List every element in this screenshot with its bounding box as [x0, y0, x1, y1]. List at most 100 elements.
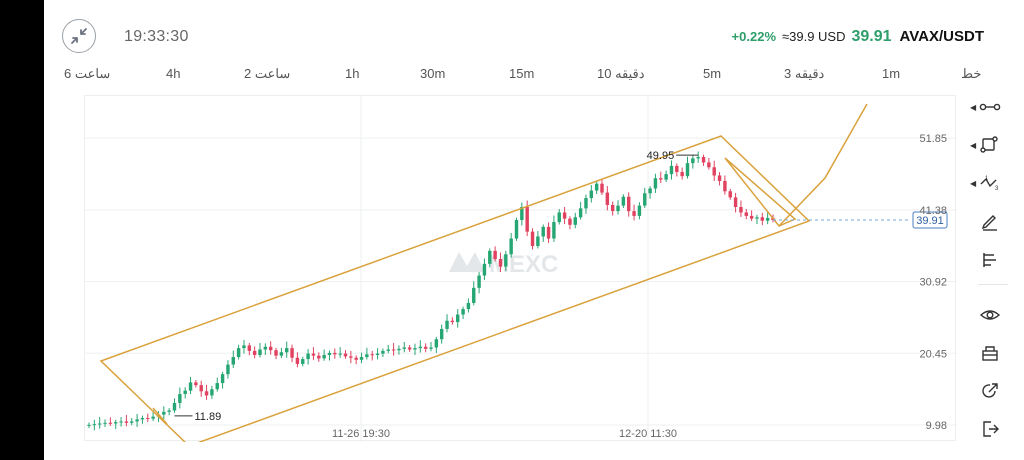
- candle: [204, 384, 209, 400]
- candle: [258, 342, 262, 358]
- candle: [605, 186, 610, 211]
- candle: [140, 415, 145, 424]
- candle: [568, 216, 572, 230]
- candle-body: [450, 320, 455, 323]
- candle-body: [546, 226, 551, 239]
- candle: [445, 314, 449, 333]
- candle-body: [653, 178, 658, 189]
- candle: [749, 210, 754, 222]
- candle-body: [557, 212, 561, 223]
- candle-body: [114, 422, 118, 424]
- candle-body: [664, 174, 668, 180]
- candle-body: [285, 348, 289, 353]
- timeframe-6h[interactable]: 6 ساعت: [64, 66, 111, 81]
- candle-body: [402, 347, 406, 349]
- tool-indicators[interactable]: [968, 245, 1012, 275]
- candle: [472, 281, 476, 306]
- svg-text:1: 1: [985, 176, 989, 182]
- timeframe-1m[interactable]: 1m: [882, 66, 901, 81]
- channel-tail: [152, 407, 168, 425]
- timeframe-10min[interactable]: 10 دقيقه: [597, 66, 645, 81]
- tool-pen[interactable]: [968, 206, 1012, 236]
- candle-body: [215, 383, 219, 390]
- timeframe-1h[interactable]: 1h: [345, 66, 360, 81]
- candle: [172, 398, 177, 413]
- candle: [290, 344, 294, 363]
- tool-share[interactable]: [968, 376, 1012, 406]
- candle-body: [194, 382, 198, 386]
- tool-path[interactable]: ◀: [968, 92, 1012, 122]
- candle-body: [589, 190, 594, 199]
- candle-body: [648, 188, 652, 194]
- candle-body: [359, 357, 364, 360]
- candle: [498, 252, 503, 273]
- falling-wedge: [724, 157, 797, 227]
- wave-tool-icon: 13: [980, 176, 999, 192]
- candle-body: [290, 348, 294, 358]
- candle-body: [530, 231, 535, 247]
- candle: [130, 418, 134, 426]
- candle: [616, 200, 620, 215]
- candle-body: [600, 183, 604, 193]
- candle: [252, 346, 257, 359]
- timeframe-3min[interactable]: 3 دقيقه: [784, 66, 825, 81]
- candle-body: [573, 217, 577, 225]
- timeframe-2h[interactable]: 2 ساعت: [244, 66, 291, 81]
- candle: [92, 419, 97, 431]
- candle: [696, 151, 700, 163]
- low-marker-label: 11.89: [195, 411, 222, 423]
- trading-pair[interactable]: AVAX/USDT: [899, 28, 984, 45]
- timeframe-15m[interactable]: 15m: [509, 66, 535, 81]
- candle: [573, 212, 577, 229]
- candle-body: [226, 364, 230, 375]
- candle-body: [584, 198, 588, 209]
- candle-body: [167, 410, 171, 412]
- candle-body: [162, 411, 166, 415]
- tool-visibility[interactable]: [968, 300, 1012, 330]
- candle-body: [552, 222, 556, 239]
- candle: [322, 349, 326, 361]
- candle-body: [322, 354, 326, 359]
- candle: [135, 413, 139, 427]
- price-chart[interactable]: MEXC 39.91 51.85 41.38 30.92 20.45 9.98 11-2…: [84, 95, 957, 447]
- exit-icon: [983, 421, 999, 437]
- candle: [434, 336, 439, 353]
- expand-caret-icon[interactable]: ◀: [970, 179, 977, 188]
- candle: [701, 154, 706, 166]
- candle-body: [375, 353, 380, 355]
- timeframe-5m[interactable]: 5m: [703, 66, 722, 81]
- expand-caret-icon[interactable]: ◀: [970, 141, 977, 150]
- candle: [124, 414, 129, 427]
- candle: [589, 185, 594, 203]
- candle-body: [429, 347, 433, 349]
- exit-fullscreen-button[interactable]: [62, 19, 96, 53]
- candle: [493, 246, 497, 262]
- timeframe-line[interactable]: خط: [961, 66, 982, 81]
- timeframe-4h[interactable]: 4h: [166, 66, 181, 81]
- candle: [562, 206, 567, 225]
- candle-body: [327, 352, 332, 355]
- candle: [584, 194, 588, 214]
- candle-body: [124, 421, 129, 423]
- expand-caret-icon[interactable]: ◀: [970, 103, 977, 112]
- candle-body: [140, 418, 145, 420]
- candle-body: [188, 382, 193, 391]
- chart-canvas[interactable]: MEXC 39.91 51.85 41.38 30.92 20.45 9.98 11-2…: [85, 96, 957, 447]
- tool-layers[interactable]: [968, 338, 1012, 368]
- candle-body: [87, 424, 91, 426]
- candle-body: [274, 350, 278, 356]
- toolbar-divider: [978, 284, 1008, 285]
- candle-body: [466, 302, 471, 310]
- candle-body: [685, 163, 690, 177]
- last-price: 39.91: [851, 28, 892, 45]
- candle-body: [605, 192, 610, 205]
- candle: [354, 355, 358, 365]
- tool-exit[interactable]: [968, 414, 1012, 444]
- candle: [178, 387, 182, 409]
- channel-drawings[interactable]: [99, 103, 868, 447]
- timeframe-bar: خط 1m 3 دقيقه 5m 10 دقيقه 15m 30m 1h 2 س…: [0, 66, 1024, 84]
- timeframe-30m[interactable]: 30m: [420, 66, 446, 81]
- tool-channel[interactable]: ◀: [968, 130, 1012, 160]
- candle-body: [627, 196, 631, 212]
